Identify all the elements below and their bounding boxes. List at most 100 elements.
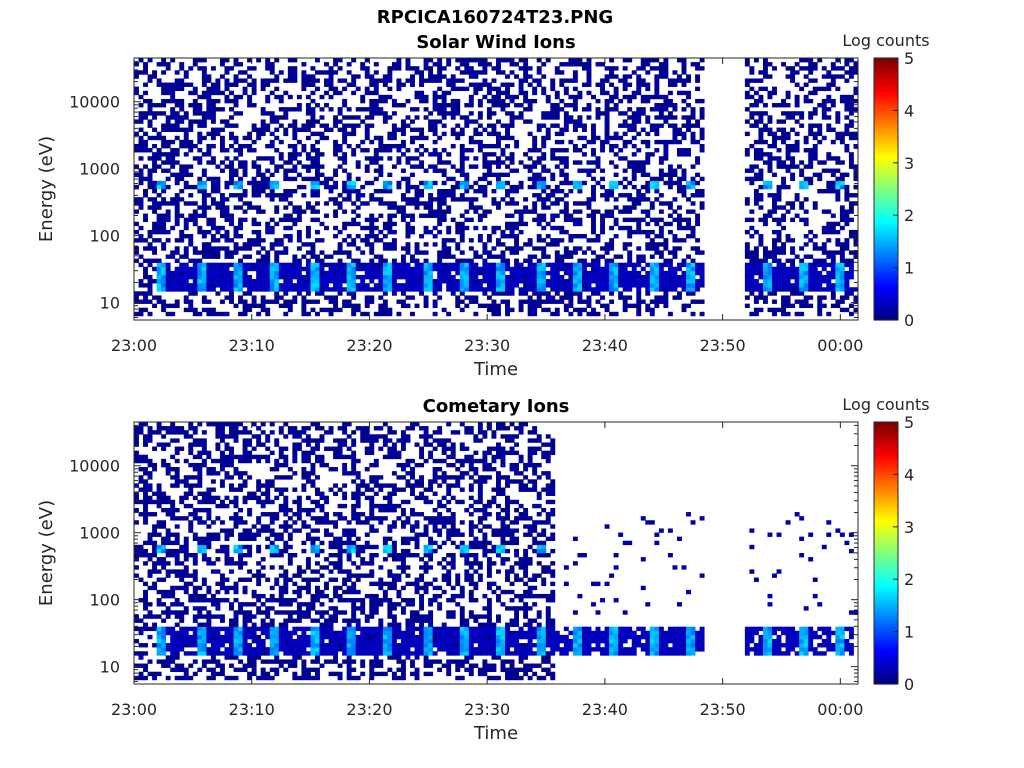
heatmap-cell [667,274,673,280]
heatmap-cell [486,307,492,313]
heatmap-cell [446,176,452,182]
heatmap-cell [496,266,501,272]
heatmap-cell [423,66,429,71]
heatmap-cell [210,246,216,251]
heatmap-cell [247,66,253,71]
heatmap-cell [441,209,447,214]
heatmap-cell [464,123,470,128]
heatmap-cell [328,197,334,202]
heatmap-cell [428,205,434,210]
heatmap-cell [486,115,492,120]
heatmap-cell [762,66,768,71]
heatmap-cell [491,270,497,276]
heatmap-cell [681,152,687,157]
heatmap-cell [618,193,624,198]
heatmap-cell [835,287,841,292]
heatmap-cell [301,209,307,214]
heatmap-cell [509,119,515,124]
heatmap-cell [572,148,578,153]
heatmap-cell [695,156,701,161]
heatmap-cell [201,193,207,198]
heatmap-cell [459,221,465,227]
heatmap-cell [572,217,578,223]
heatmap-cell [686,152,691,157]
heatmap-cell [269,279,275,284]
heatmap-cell [414,266,420,272]
heatmap-cell [622,270,628,276]
heatmap-cell [351,221,357,227]
heatmap-cell [695,270,701,276]
heatmap-cell [188,123,194,128]
heatmap-cell [505,307,510,313]
heatmap-cell [229,217,234,223]
heatmap-cell [400,119,406,124]
heatmap-cell [206,254,212,259]
heatmap-cell [505,246,510,251]
heatmap-cell [681,172,687,178]
heatmap-cell [179,266,185,272]
heatmap-cell [446,205,452,210]
heatmap-cell [749,176,755,182]
heatmap-cell [690,201,696,206]
heatmap-cell [201,270,207,276]
heatmap-cell [848,193,854,198]
heatmap-cell [328,270,334,276]
heatmap-cell [441,246,447,251]
heatmap-cell [785,115,791,120]
heatmap-cell [170,287,176,292]
heatmap-cell [242,254,248,259]
heatmap-cell [242,86,248,92]
heatmap-cell [468,98,474,104]
heatmap-cell [188,213,194,218]
heatmap-cell [143,434,148,439]
colorbar-segment [874,189,898,193]
heatmap-cell [143,258,148,263]
heatmap-cell [373,311,379,317]
heatmap-cell [238,311,244,317]
heatmap-cell [274,242,280,247]
heatmap-cell [581,258,587,263]
heatmap-cell [591,131,596,137]
heatmap-cell [554,103,560,108]
heatmap-cell [269,225,275,231]
heatmap-cell [600,229,605,235]
heatmap-cell [799,274,805,280]
heatmap-cell [853,164,859,169]
heatmap-cell [604,78,610,83]
heatmap-cell [192,143,198,149]
heatmap-cell [134,143,139,149]
heatmap-cell [753,189,759,194]
heatmap-cell [817,139,823,145]
heatmap-cell [292,287,298,292]
heatmap-cell [681,78,687,83]
heatmap-cell [568,299,574,304]
heatmap-cell [604,213,610,218]
heatmap-cell [794,111,800,116]
heatmap-cell [753,299,759,304]
heatmap-cell [686,78,691,83]
heatmap-cell [672,287,678,292]
heatmap-cell [844,287,850,292]
heatmap-cell [790,115,796,120]
heatmap-cell [496,184,501,190]
heatmap-cell [749,287,755,292]
heatmap-cell [785,135,791,141]
heatmap-cell [627,270,633,276]
heatmap-cell [391,238,397,243]
heatmap-cell [753,90,759,96]
heatmap-cell [265,98,271,104]
heatmap-cell [762,123,768,128]
heatmap-cell [776,184,782,190]
heatmap-cell [527,307,533,313]
heatmap-cell [242,90,248,96]
heatmap-cell [853,307,859,313]
heatmap-cell [161,221,167,227]
heatmap-cell [315,58,320,63]
heatmap-cell [256,229,262,235]
heatmap-cell [844,127,850,132]
heatmap-cell [192,270,198,276]
heatmap-cell [441,242,447,247]
heatmap-cell [577,270,583,276]
heatmap-cell [283,193,289,198]
heatmap-cell [174,193,180,198]
